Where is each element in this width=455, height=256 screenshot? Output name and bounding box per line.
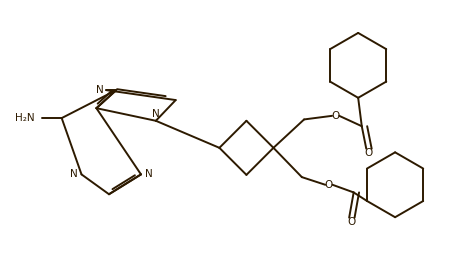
Text: N: N [152, 109, 160, 119]
Text: H₂N: H₂N [15, 113, 35, 123]
Text: O: O [364, 148, 373, 158]
Text: O: O [347, 217, 355, 227]
Text: N: N [70, 169, 77, 179]
Text: O: O [325, 180, 333, 190]
Text: N: N [96, 85, 103, 95]
Text: O: O [332, 111, 340, 121]
Text: N: N [145, 169, 153, 179]
